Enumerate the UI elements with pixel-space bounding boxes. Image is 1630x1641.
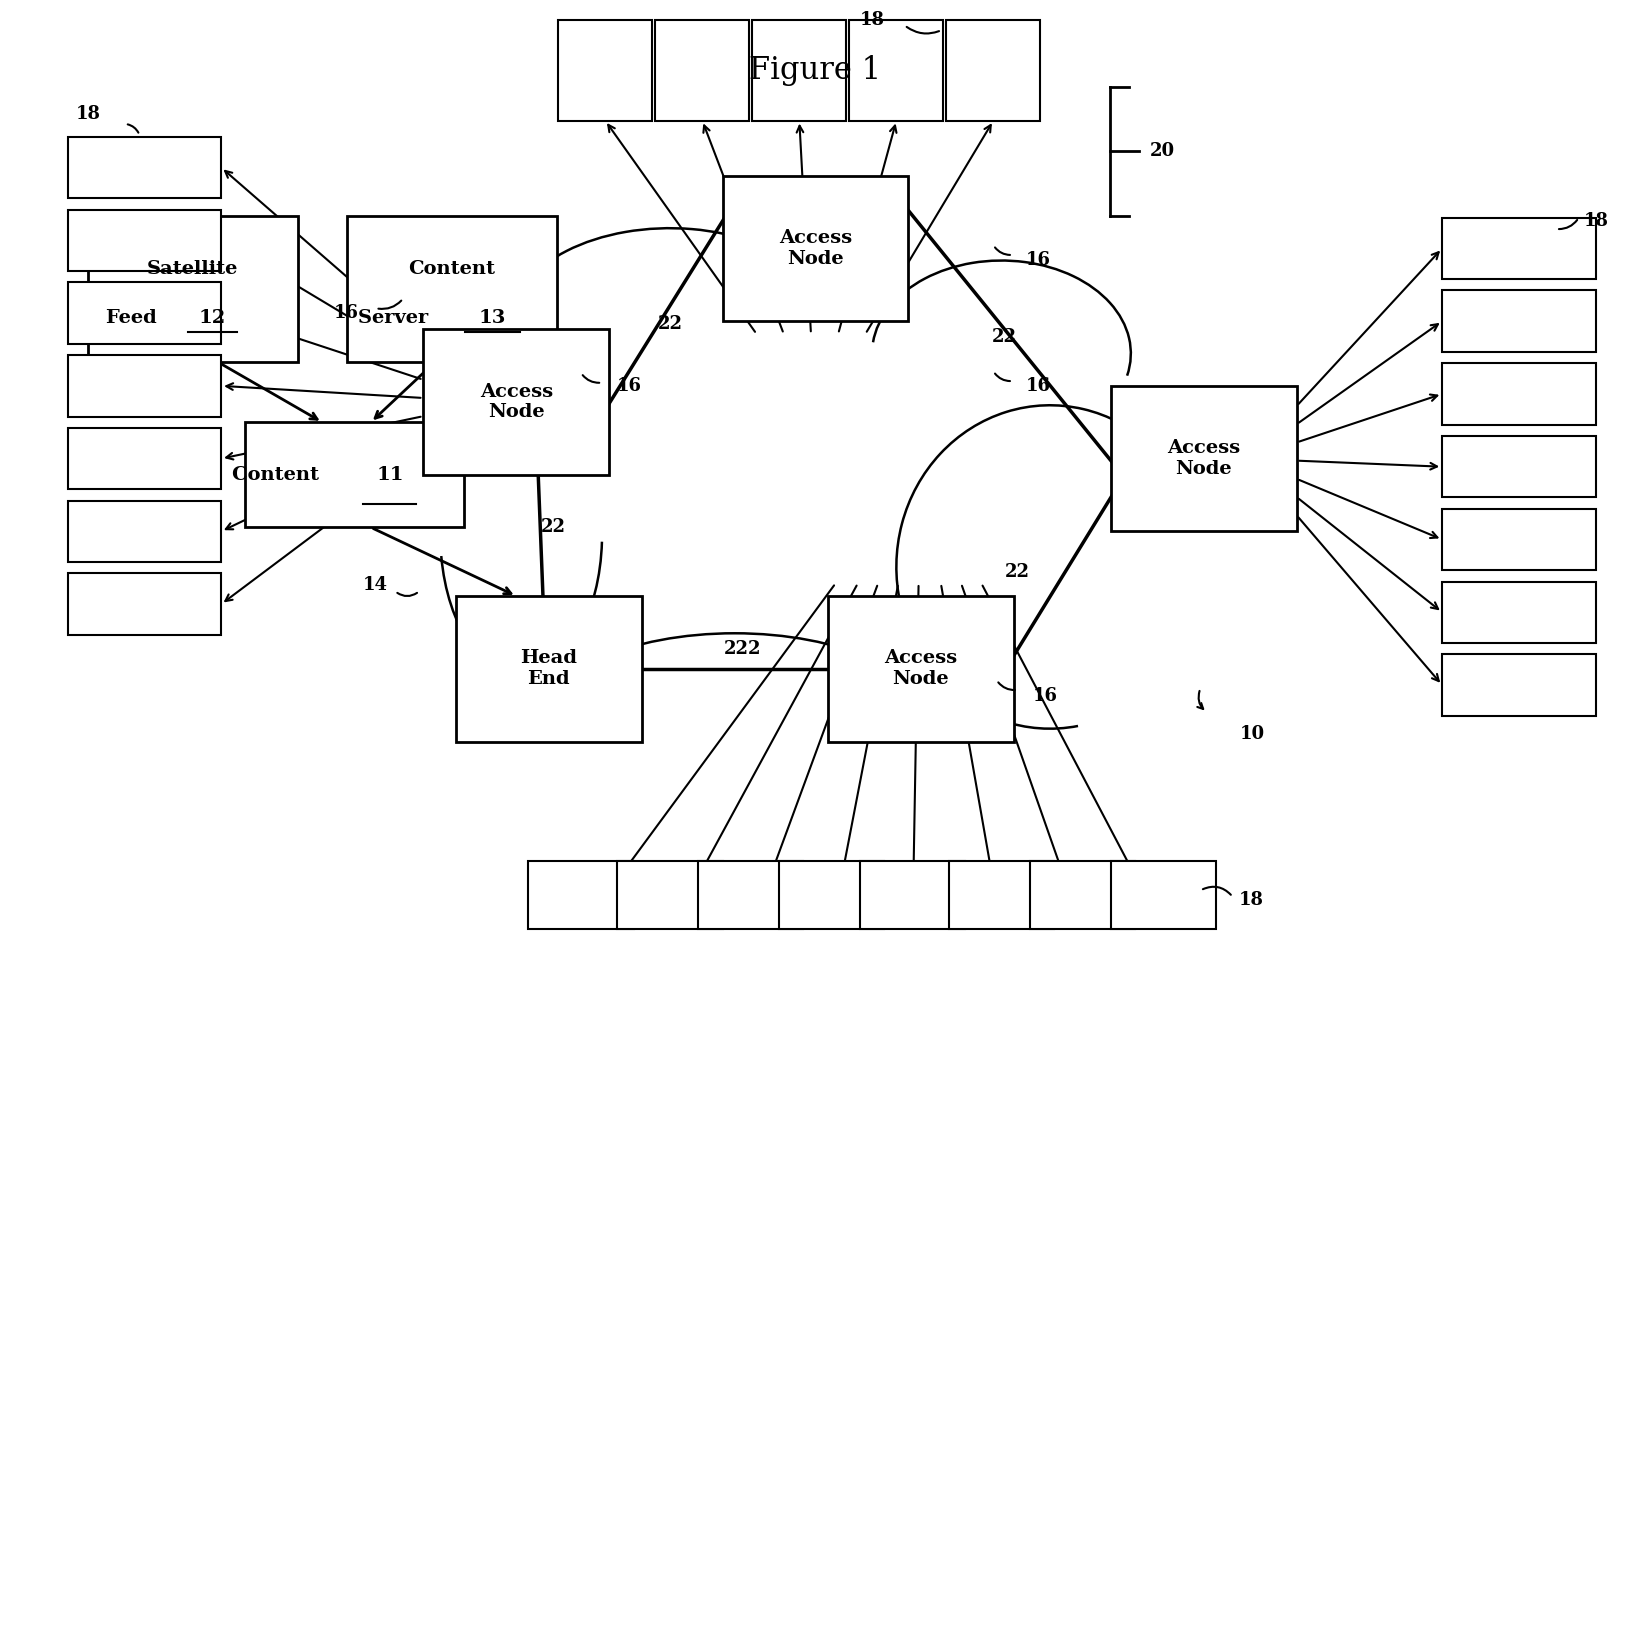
FancyBboxPatch shape [67,136,222,199]
FancyBboxPatch shape [557,20,652,121]
Text: 13: 13 [478,309,505,327]
Text: 16: 16 [1025,377,1050,395]
Text: 12: 12 [199,309,227,327]
FancyBboxPatch shape [346,217,556,361]
Text: Content: Content [231,466,326,484]
FancyBboxPatch shape [1441,290,1594,351]
Text: Figure 1: Figure 1 [748,56,882,85]
FancyBboxPatch shape [67,501,222,563]
Text: 18: 18 [1239,891,1263,909]
FancyBboxPatch shape [1441,437,1594,497]
Text: 22: 22 [1004,563,1030,581]
FancyBboxPatch shape [779,862,883,929]
FancyBboxPatch shape [698,862,804,929]
Text: 18: 18 [859,11,883,30]
Text: Satellite: Satellite [147,261,238,279]
Text: 11: 11 [377,466,404,484]
FancyBboxPatch shape [751,20,846,121]
FancyBboxPatch shape [1441,655,1594,715]
FancyBboxPatch shape [67,354,222,417]
FancyBboxPatch shape [246,422,463,527]
Text: 18: 18 [75,105,99,123]
Text: 16: 16 [1032,688,1056,706]
FancyBboxPatch shape [1441,363,1594,425]
FancyBboxPatch shape [67,428,222,489]
FancyBboxPatch shape [528,862,632,929]
FancyBboxPatch shape [67,573,222,635]
Text: 16: 16 [334,304,359,322]
Text: 16: 16 [616,377,642,395]
Text: Content: Content [408,261,496,279]
FancyBboxPatch shape [655,20,748,121]
FancyBboxPatch shape [1441,509,1594,569]
FancyBboxPatch shape [88,217,298,361]
FancyBboxPatch shape [945,20,1040,121]
FancyBboxPatch shape [826,596,1012,742]
FancyBboxPatch shape [859,862,965,929]
FancyBboxPatch shape [455,596,641,742]
FancyBboxPatch shape [1441,218,1594,279]
Text: Access
Node: Access Node [479,382,553,422]
FancyBboxPatch shape [67,282,222,345]
FancyBboxPatch shape [67,210,222,271]
FancyBboxPatch shape [722,176,908,322]
Text: 18: 18 [1583,212,1607,230]
Text: Access
Node: Access Node [883,650,957,688]
FancyBboxPatch shape [618,862,722,929]
Text: Access
Node: Access Node [779,230,851,267]
Text: Access
Node: Access Node [1167,440,1239,478]
Text: 22: 22 [991,328,1017,346]
FancyBboxPatch shape [1441,581,1594,643]
Text: 22: 22 [541,517,566,535]
FancyBboxPatch shape [849,20,942,121]
Text: Feed: Feed [106,309,163,327]
Text: 14: 14 [363,576,388,594]
Text: 10: 10 [1239,725,1263,742]
Text: 16: 16 [1025,251,1050,269]
FancyBboxPatch shape [424,330,610,474]
FancyBboxPatch shape [949,862,1053,929]
Text: 222: 222 [724,640,761,658]
Text: 22: 22 [657,315,681,333]
Text: Server: Server [359,309,435,327]
FancyBboxPatch shape [1110,386,1296,532]
Text: Head
End: Head End [520,650,577,688]
FancyBboxPatch shape [1029,862,1134,929]
Text: 20: 20 [1149,143,1175,161]
FancyBboxPatch shape [1110,862,1214,929]
